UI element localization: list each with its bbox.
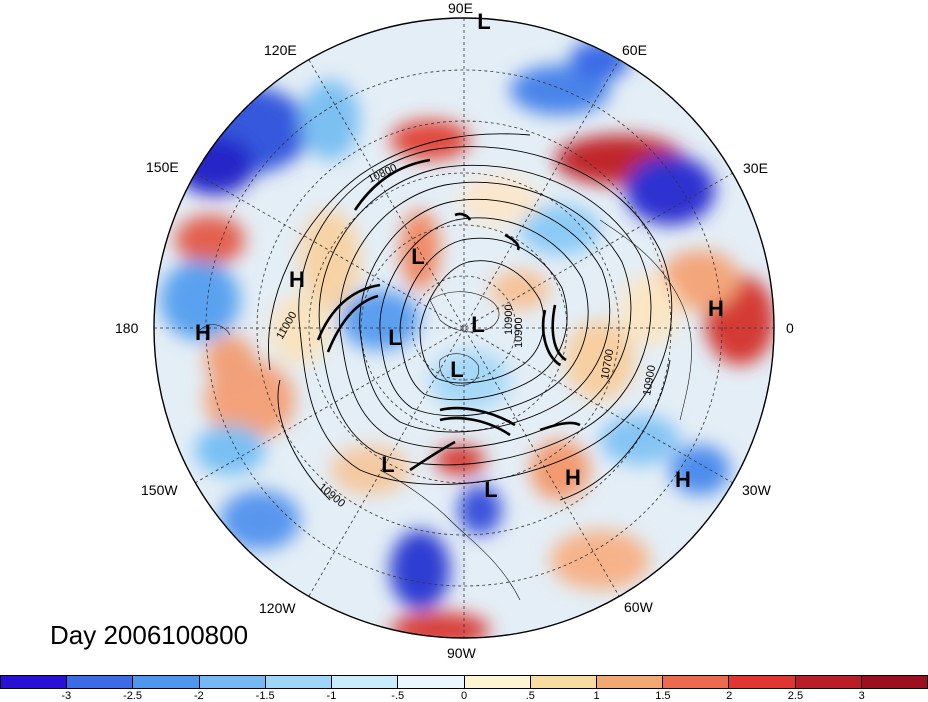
colorbar-tick-label: 0 — [460, 690, 468, 702]
colorbar-segment — [199, 676, 266, 688]
lon-label-0: 0 — [786, 320, 794, 336]
lon-label-30e: 30E — [743, 160, 768, 176]
contour-label: 10900 — [503, 304, 515, 335]
high-center: H — [565, 465, 581, 490]
lon-label-60w: 60W — [624, 599, 653, 615]
lon-label-60e: 60E — [622, 42, 647, 58]
colorbar-segment — [861, 676, 928, 688]
colorbar-segment — [398, 676, 465, 688]
colorbar-tick-label: -1.5 — [255, 690, 275, 702]
colorbar-tick-label: -3 — [61, 690, 72, 702]
colorbar-tick-label: 1.5 — [655, 690, 671, 702]
colorbar-segment — [464, 676, 531, 688]
colorbar-tick-label: 2.5 — [787, 690, 804, 702]
low-center: L — [477, 9, 491, 34]
low-center: L — [450, 357, 464, 382]
contour-label: 10900 — [513, 317, 525, 348]
lon-label-90e: 90E — [448, 0, 473, 16]
colorbar-tick-label: -2 — [193, 690, 204, 702]
colorbar-segment — [596, 676, 664, 688]
colorbar-segment — [265, 676, 333, 688]
contour-label: 10900 — [641, 364, 658, 396]
map-boundary — [153, 17, 775, 639]
colorbar-tick-label: 2 — [726, 690, 733, 702]
colorbar-segment — [67, 676, 134, 688]
lon-label-90w: 90W — [447, 645, 476, 661]
colorbar-tick-label: -.5 — [391, 690, 405, 702]
jet-contours — [316, 158, 581, 472]
contour-label: 10700 — [599, 348, 616, 380]
high-center: H — [675, 467, 691, 492]
lon-label-120w: 120W — [259, 600, 296, 616]
low-center: L — [411, 244, 425, 269]
lon-label-150e: 150E — [146, 159, 179, 175]
colorbar-segment — [332, 676, 399, 688]
colorbar-segment — [530, 676, 597, 688]
colorbar-segment — [795, 676, 862, 688]
low-center: L — [471, 312, 485, 337]
high-center: H — [195, 320, 211, 345]
high-center: H — [289, 267, 305, 292]
colorbar-tick-label: 1 — [593, 690, 600, 702]
colorbar-tick-label: .5 — [525, 690, 535, 702]
colorbar-tick-label: -2.5 — [123, 690, 143, 702]
low-center: L — [484, 477, 498, 502]
coastlines — [199, 219, 692, 601]
lon-label-150w: 150W — [141, 482, 178, 498]
lon-label-120e: 120E — [264, 42, 297, 58]
low-center: L — [381, 452, 395, 477]
colorbar-segment — [663, 676, 730, 688]
high-center: H — [708, 296, 724, 321]
day-title: Day 2006100800 — [50, 620, 249, 650]
colorbar-tick-label: -1 — [326, 690, 337, 702]
low-center: L — [388, 325, 402, 350]
colorbar-segment — [1, 676, 68, 688]
colorbar-tick-label: 3 — [858, 690, 865, 702]
colorbar-segment — [729, 676, 796, 688]
lon-label-180: 180 — [115, 320, 139, 336]
height-contours — [268, 133, 673, 501]
colorbar — [0, 675, 928, 689]
lon-label-30w: 30W — [742, 482, 771, 498]
colorbar-segment — [133, 676, 200, 688]
